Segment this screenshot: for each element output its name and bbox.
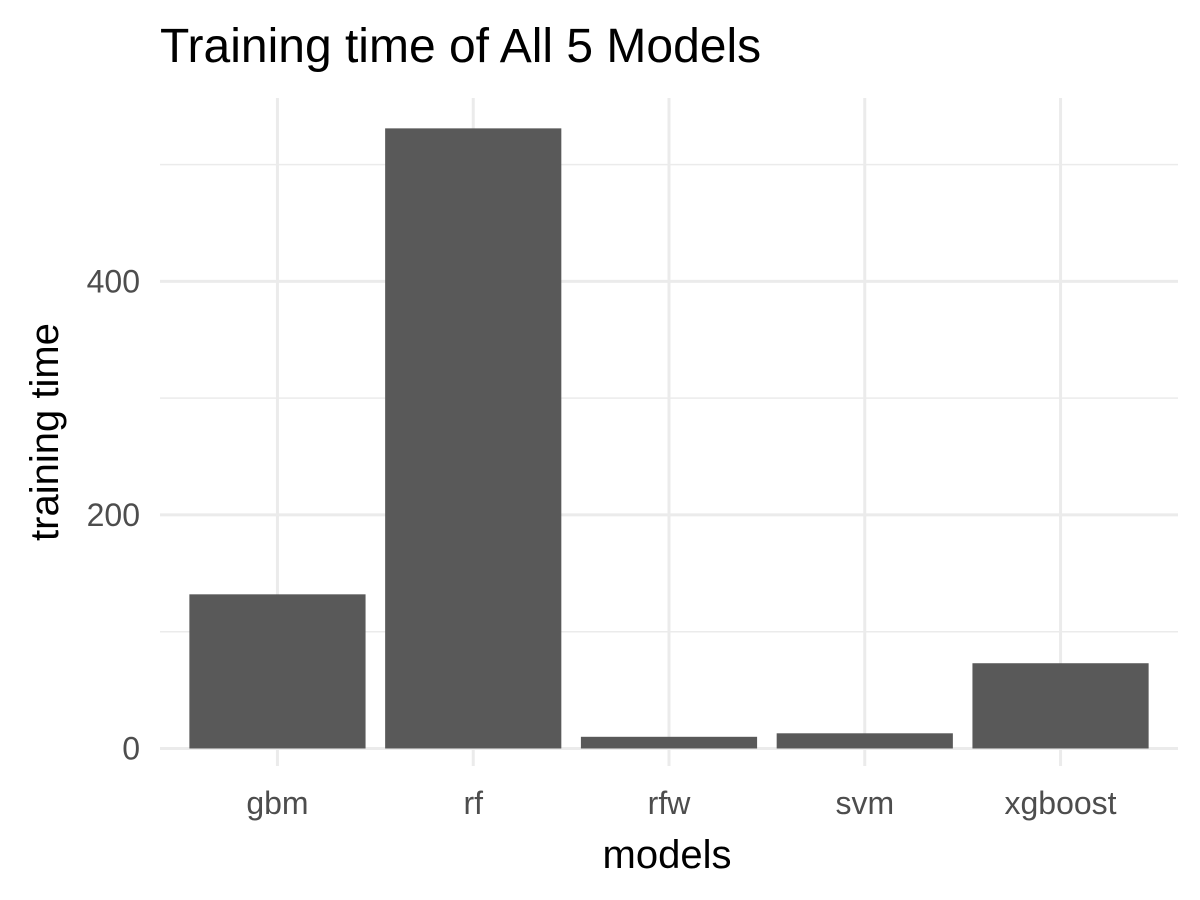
y-axis-ticks: 0 200 400 (87, 263, 140, 766)
chart-title: Training time of All 5 Models (160, 20, 761, 73)
y-tick-label: 0 (122, 730, 140, 766)
x-tick-label: svm (835, 785, 894, 821)
y-tick-label: 200 (87, 497, 140, 533)
bar-svm (776, 733, 953, 749)
bars (189, 128, 1149, 749)
bar-rf (385, 128, 562, 749)
y-tick-label: 400 (87, 263, 140, 299)
x-tick-label: rfw (648, 785, 692, 821)
bar-gbm (189, 594, 366, 749)
bar-xgboost (972, 663, 1149, 749)
x-axis-title: models (603, 833, 732, 877)
bar-rfw (580, 736, 758, 749)
y-axis-title: training time (23, 323, 67, 541)
x-tick-label: rf (463, 785, 483, 821)
x-axis-ticks: gbm rf rfw svm xgboost (246, 785, 1116, 821)
x-tick-label: gbm (246, 785, 308, 821)
x-tick-label: xgboost (1004, 785, 1116, 821)
